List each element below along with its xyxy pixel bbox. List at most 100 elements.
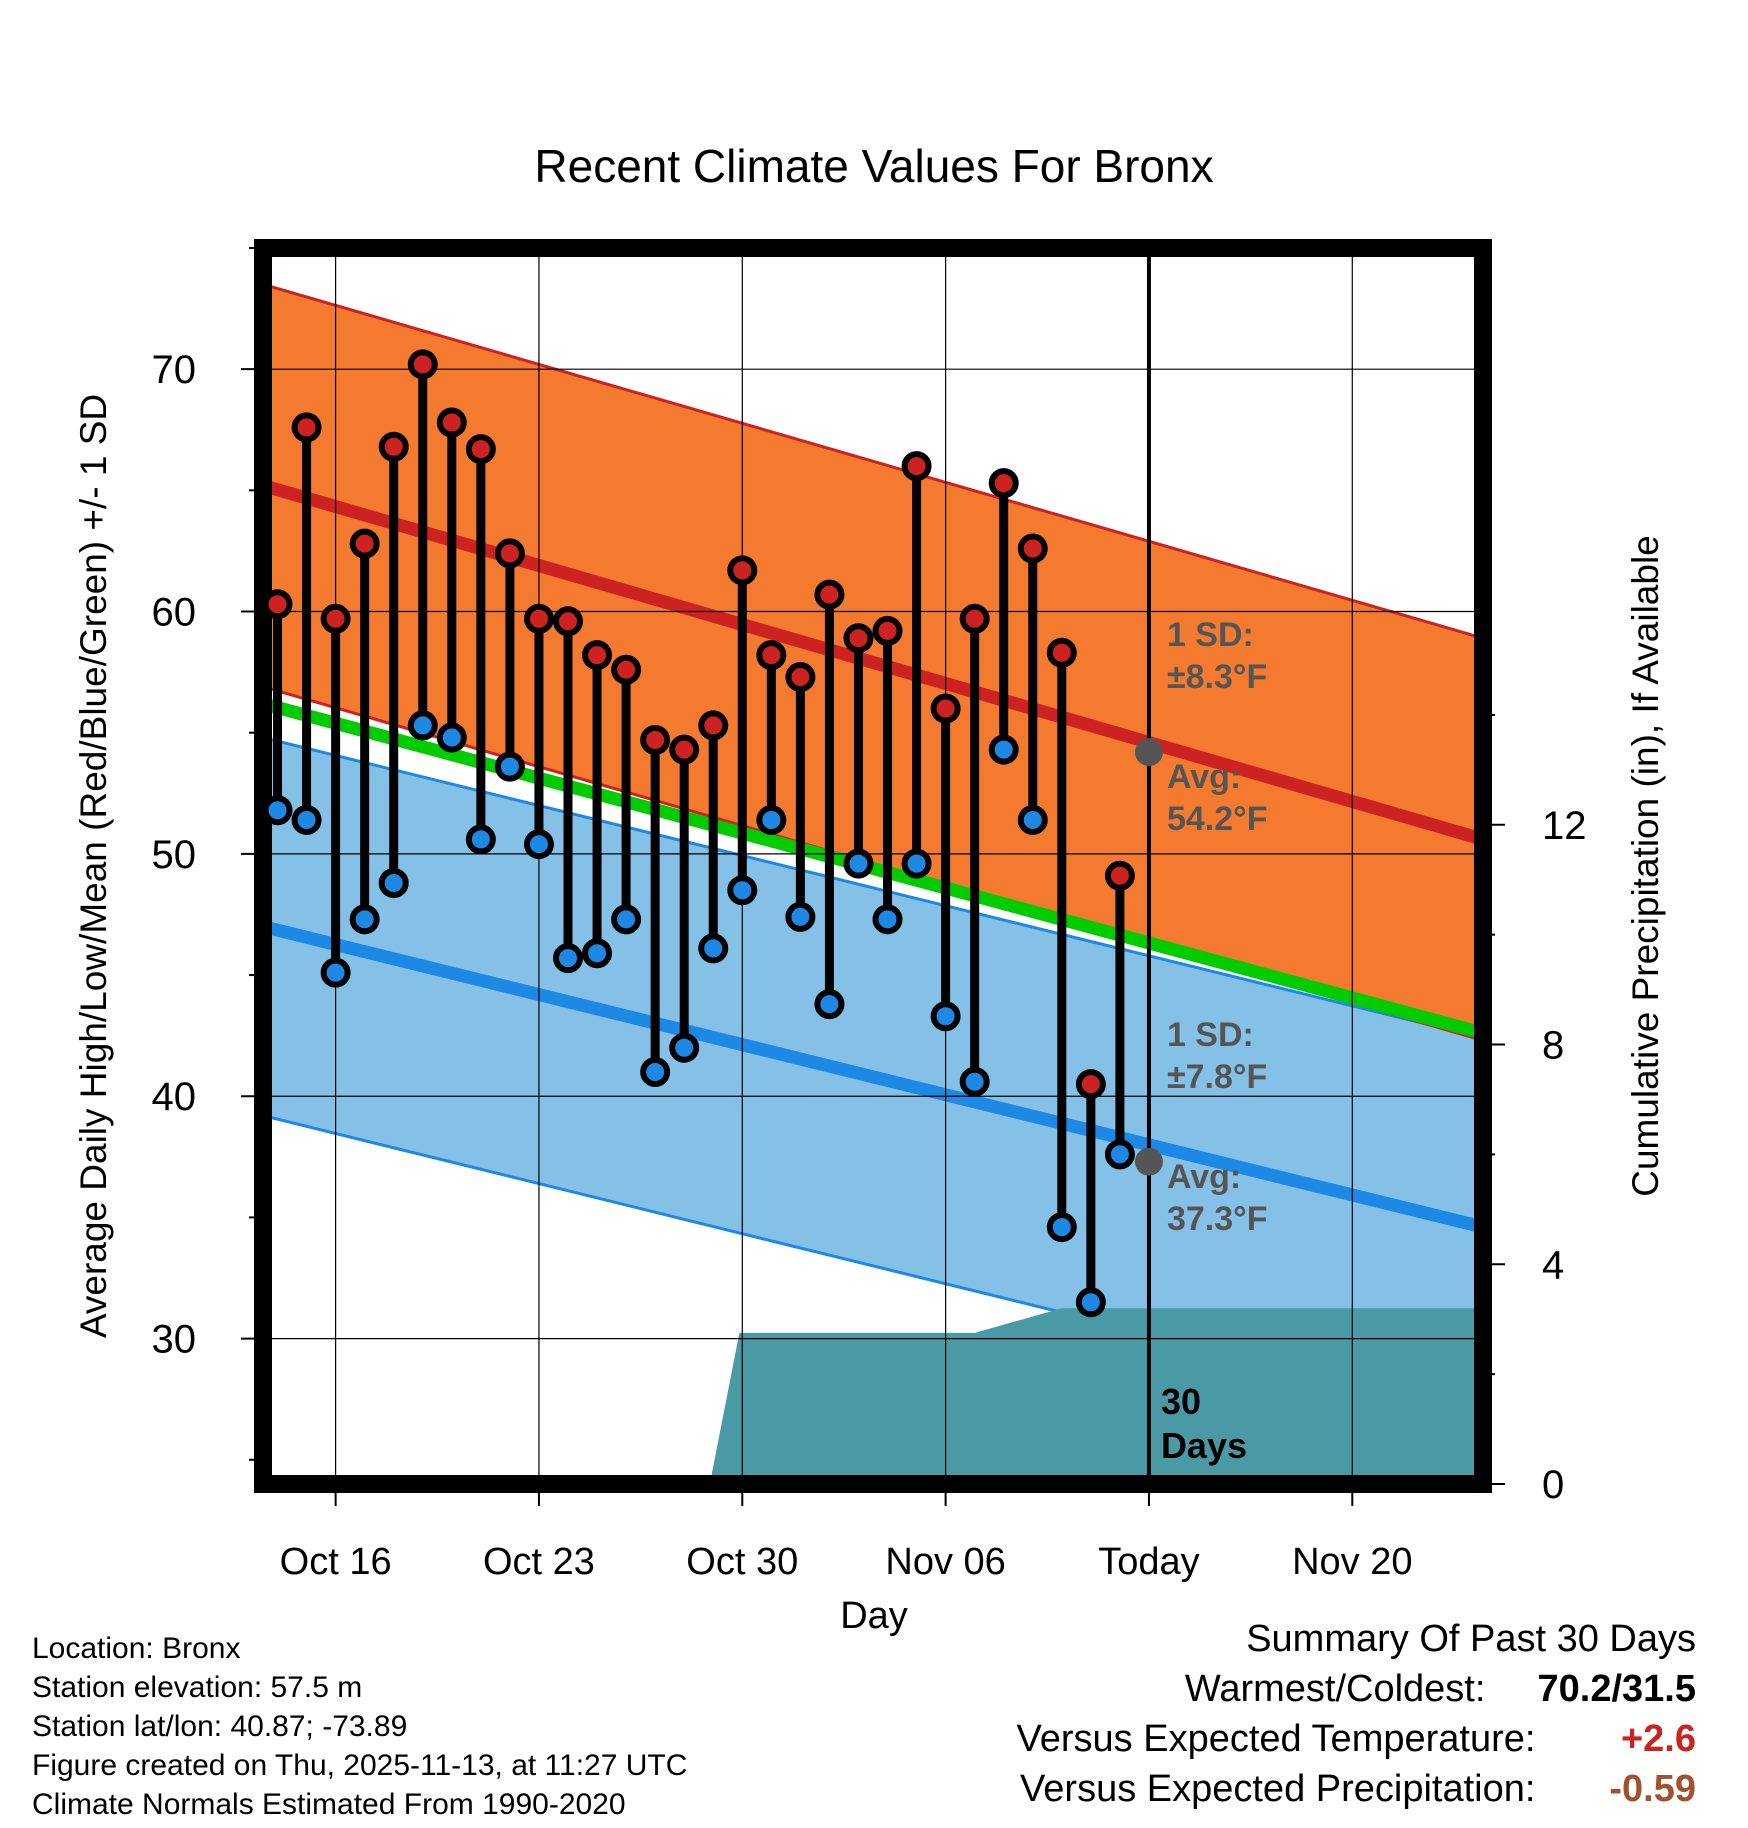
summary-precip: Versus Expected Precipitation: -0.59 (1020, 1768, 1696, 1811)
daily-high-point (407, 349, 438, 380)
summary-warmest-coldest-label: Warmest/Coldest: (1184, 1668, 1486, 1710)
daily-high-point (930, 693, 961, 724)
daily-low-point (1075, 1287, 1106, 1318)
daily-high-point (553, 606, 583, 637)
low-sd-annotation: 1 SD: ±7.8°F (1167, 1016, 1267, 1096)
precip-area (277, 1308, 1483, 1484)
y2-tick-label: 0 (1542, 1463, 1564, 1507)
x-axis-label: Day (840, 1595, 908, 1637)
y2-axis-label: Cumulative Precipitation (in), If Availa… (1625, 535, 1666, 1197)
daily-low-point (988, 734, 1019, 765)
y-tick-label: 30 (152, 1318, 197, 1362)
daily-high-point (523, 603, 554, 634)
daily-high-point (582, 640, 613, 671)
daily-high-point (465, 434, 496, 465)
summary-temp-label: Versus Expected Temperature: (1016, 1718, 1536, 1760)
y-tick-label: 70 (152, 348, 197, 392)
daily-low-point (1046, 1212, 1077, 1243)
x-tick-label: Today (1098, 1541, 1199, 1583)
daily-high-point (378, 431, 409, 462)
footer-elevation: Station elevation: 57.5 m (32, 1671, 363, 1704)
daily-low-point (436, 722, 467, 753)
high-sd-annotation: 1 SD: ±8.3°F (1167, 616, 1267, 696)
y-axis-label: Average Daily High/Low/Mean (Red/Blue/Gr… (73, 394, 114, 1338)
daily-low-point (727, 875, 758, 906)
daily-low-point (465, 824, 496, 855)
daily-high-point (727, 555, 758, 586)
low-normal-line (263, 920, 1483, 1234)
daily-high-point (669, 734, 700, 765)
daily-low-point (785, 901, 816, 932)
daily-low-point (320, 957, 351, 988)
high-avg-annotation: Avg: 54.2°F (1167, 758, 1268, 838)
daily-high-point (843, 623, 874, 654)
high-sd-band-upper-edge (263, 282, 1483, 640)
summary-warmest-coldest-value: 70.2/31.5 (1537, 1668, 1696, 1710)
daily-high-point (814, 579, 845, 610)
daily-high-point (349, 528, 380, 559)
daily-high-point (785, 661, 816, 692)
daily-low-point (262, 795, 293, 826)
daily-high-point (698, 710, 729, 741)
high-today-marker (1134, 738, 1163, 767)
summary-temp: Versus Expected Temperature: +2.6 (1017, 1718, 1696, 1761)
y-tick-label: 40 (152, 1075, 197, 1119)
y-tick-label: 50 (152, 833, 197, 877)
daily-low-point (349, 904, 380, 935)
daily-high-point (262, 589, 293, 620)
daily-low-point (843, 848, 874, 879)
daily-low-point (814, 989, 845, 1020)
daily-low-point (1017, 804, 1048, 835)
summary-precip-value: -0.59 (1609, 1768, 1696, 1810)
y2-tick-label: 4 (1542, 1243, 1564, 1287)
low-sd-band-upper-edge (263, 736, 1483, 1040)
x-tick-label: Oct 16 (280, 1541, 392, 1583)
daily-high-point (1104, 860, 1135, 891)
daily-low-point (494, 751, 525, 782)
high-normal-line (263, 479, 1483, 846)
footer-latlon: Station lat/lon: 40.87; -73.89 (32, 1710, 408, 1743)
footer-created: Figure created on Thu, 2025-11-13, at 11… (32, 1749, 688, 1782)
daily-low-point (1104, 1139, 1135, 1170)
daily-low-point (407, 710, 438, 741)
footer-location: Location: Bronx (32, 1632, 241, 1665)
daily-low-point (553, 943, 583, 974)
daily-low-point (959, 1066, 990, 1097)
daily-high-point (901, 451, 932, 482)
plot-frame (254, 239, 1492, 1493)
daily-low-point (378, 867, 409, 898)
daily-high-point (611, 654, 642, 685)
daily-high-point (959, 603, 990, 634)
summary-precip-label: Versus Expected Precipitation: (1020, 1768, 1536, 1810)
summary-title: Summary Of Past 30 Days (1246, 1618, 1696, 1660)
daily-high-point (494, 538, 525, 569)
summary-warmest-coldest: Warmest/Coldest: 70.2/31.5 (1185, 1668, 1696, 1711)
x-tick-label: Oct 30 (686, 1541, 798, 1583)
x-tick-label: Oct 23 (483, 1541, 595, 1583)
daily-high-point (320, 603, 351, 634)
daily-low-point (640, 1057, 671, 1087)
low-avg-annotation: Avg: 37.3°F (1167, 1158, 1268, 1238)
y2-tick-label: 12 (1542, 804, 1587, 848)
daily-high-point (1046, 637, 1077, 668)
days-annotation: 30 Days (1161, 1381, 1247, 1466)
footer-normals: Climate Normals Estimated From 1990-2020 (32, 1788, 626, 1821)
chart-title: Recent Climate Values For Bronx (534, 140, 1213, 192)
daily-low-point (756, 804, 787, 835)
summary-temp-value: +2.6 (1620, 1718, 1696, 1760)
low-today-marker (1134, 1147, 1163, 1176)
daily-high-point (640, 724, 671, 755)
daily-high-point (436, 407, 467, 438)
daily-low-point (669, 1032, 700, 1063)
daily-low-point (872, 904, 903, 935)
x-tick-label: Nov 06 (885, 1541, 1005, 1583)
daily-low-point (582, 938, 613, 969)
daily-low-point (611, 904, 642, 935)
daily-high-point (291, 412, 322, 443)
y-tick-label: 60 (152, 591, 197, 635)
daily-high-point (988, 468, 1019, 499)
mean-normal-line (263, 697, 1483, 1040)
x-tick-label: Nov 20 (1292, 1541, 1412, 1583)
daily-high-point (756, 640, 787, 671)
